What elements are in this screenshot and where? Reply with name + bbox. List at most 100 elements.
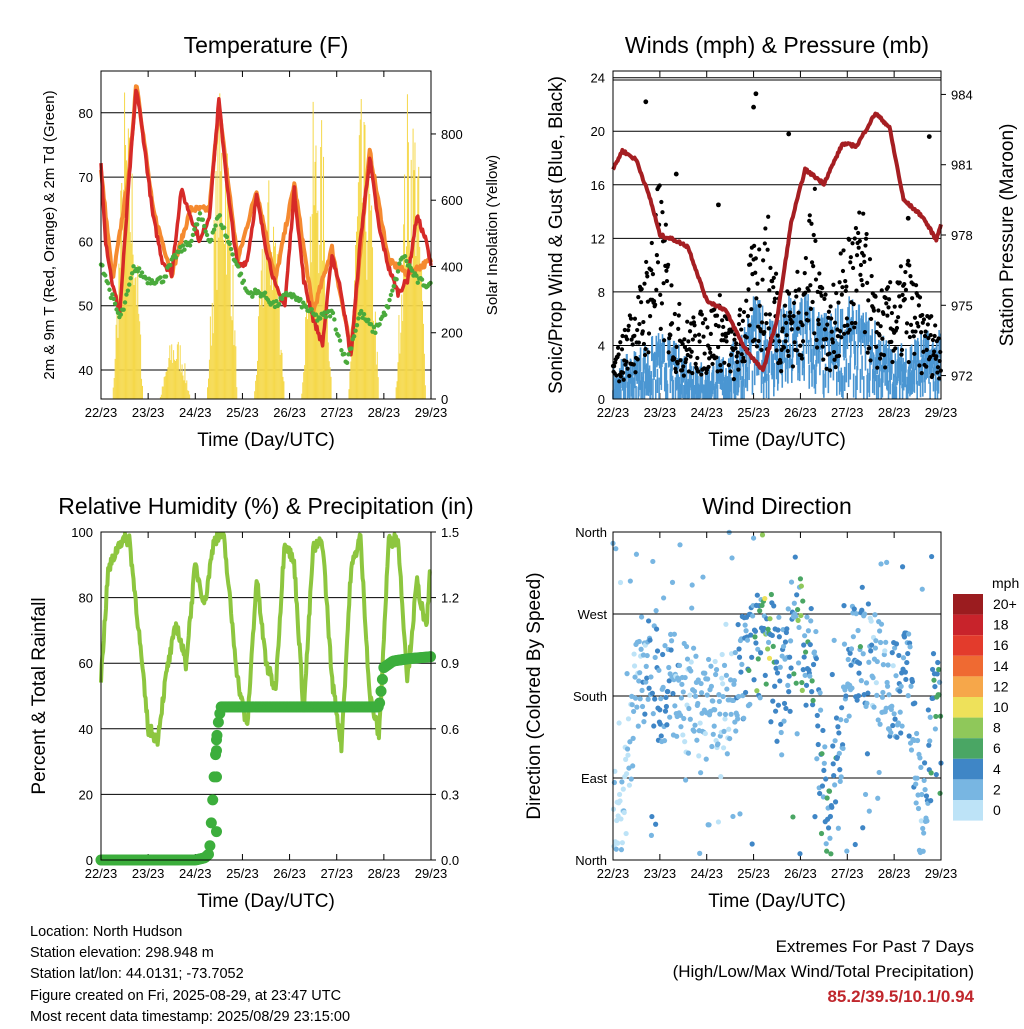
direction-point <box>650 711 656 717</box>
legend-swatch <box>953 635 983 656</box>
y2-tick-label: 0 <box>441 392 448 407</box>
direction-point <box>895 720 901 726</box>
panel-title-4: Wind Direction <box>702 493 852 519</box>
direction-point <box>870 674 876 681</box>
direction-point <box>810 697 816 704</box>
gust-point <box>762 330 767 335</box>
gust-point <box>737 307 743 312</box>
gust-point <box>616 352 621 357</box>
direction-point <box>705 676 711 682</box>
y2-axis-label: Station Pressure (Maroon) <box>997 124 1018 347</box>
direction-point <box>741 715 747 721</box>
gust-point <box>741 309 747 315</box>
direction-point <box>809 678 815 684</box>
direction-point <box>637 670 643 676</box>
dewpoint-point <box>303 304 309 310</box>
x-tick-label: 29/23 <box>415 866 448 881</box>
direction-point <box>878 621 885 627</box>
direction-point <box>778 729 784 736</box>
gust-point <box>800 323 805 328</box>
gust-point <box>908 322 914 327</box>
direction-point <box>802 649 809 655</box>
y-tick-label: 0 <box>86 853 93 868</box>
direction-point <box>630 763 636 769</box>
direction-point <box>663 703 670 710</box>
created-text: Figure created on Fri, 2025-08-29, at 23… <box>30 987 342 1004</box>
direction-point <box>869 642 875 648</box>
gust-point <box>732 337 737 342</box>
gust-point <box>753 256 758 261</box>
gust-point <box>786 353 791 358</box>
direction-point <box>721 728 727 734</box>
direction-point <box>644 675 650 681</box>
gust-point <box>797 287 802 292</box>
dewpoint-point <box>419 277 425 282</box>
gust-point <box>859 278 864 283</box>
gust-point <box>747 323 752 328</box>
direction-point <box>638 646 644 652</box>
direction-point <box>759 602 765 608</box>
gust-point <box>860 282 865 288</box>
gust-point <box>715 369 720 374</box>
legend-label: 16 <box>993 637 1009 653</box>
direction-point <box>676 677 682 683</box>
direction-point <box>862 611 868 617</box>
direction-point <box>884 559 890 565</box>
gust-point <box>920 320 925 325</box>
direction-point <box>747 701 753 707</box>
x-tick-label: 28/23 <box>878 405 911 420</box>
location-text: Location: North Hudson <box>30 924 183 940</box>
dewpoint-point <box>356 316 361 321</box>
gust-point <box>748 253 753 258</box>
gust-point <box>774 348 779 353</box>
gust-point <box>728 369 733 374</box>
direction-point <box>815 723 821 729</box>
direction-point <box>921 777 927 784</box>
gust-point <box>782 303 788 308</box>
gust-point <box>786 291 792 296</box>
gust-point <box>676 313 681 318</box>
gust-point <box>765 247 770 252</box>
direction-point <box>721 662 728 668</box>
direction-point <box>830 761 836 767</box>
gust-point <box>822 327 828 332</box>
gust-point <box>809 221 814 226</box>
gust-point <box>619 347 625 352</box>
station-info: Location: North Hudson Station elevation… <box>30 922 350 1028</box>
direction-point <box>698 690 705 696</box>
gust-point <box>673 366 678 371</box>
gust-point <box>744 298 749 303</box>
dewpoint-point <box>309 307 314 312</box>
gust-point <box>733 346 738 351</box>
gust-point <box>644 270 649 276</box>
direction-point <box>787 708 793 714</box>
gust-point <box>871 308 877 313</box>
direction-point <box>937 790 943 796</box>
gust-point <box>921 349 926 354</box>
dewpoint-point <box>354 323 360 328</box>
gust-point <box>739 327 744 332</box>
direction-point <box>689 605 695 611</box>
direction-point <box>754 688 760 694</box>
direction-point <box>644 652 650 659</box>
gust-point <box>904 321 910 326</box>
gust-point <box>824 366 829 371</box>
direction-point <box>880 689 886 696</box>
direction-point <box>646 685 652 691</box>
direction-point <box>914 730 920 737</box>
direction-point <box>874 692 880 698</box>
gust-point <box>814 337 819 343</box>
gust-point <box>722 360 727 365</box>
direction-point <box>929 666 936 673</box>
gust-point <box>913 329 918 334</box>
y-tick-label: 12 <box>591 231 605 246</box>
direction-point <box>790 814 796 820</box>
y-axis-label: Direction (Colored By Speed) <box>524 572 545 819</box>
panel-title-1: Temperature (F) <box>184 32 349 58</box>
dewpoint-point <box>337 338 343 343</box>
direction-point <box>849 685 855 691</box>
gust-point <box>675 361 680 366</box>
gust-point <box>678 358 683 363</box>
direction-point <box>681 715 687 722</box>
gust-point <box>793 288 798 293</box>
